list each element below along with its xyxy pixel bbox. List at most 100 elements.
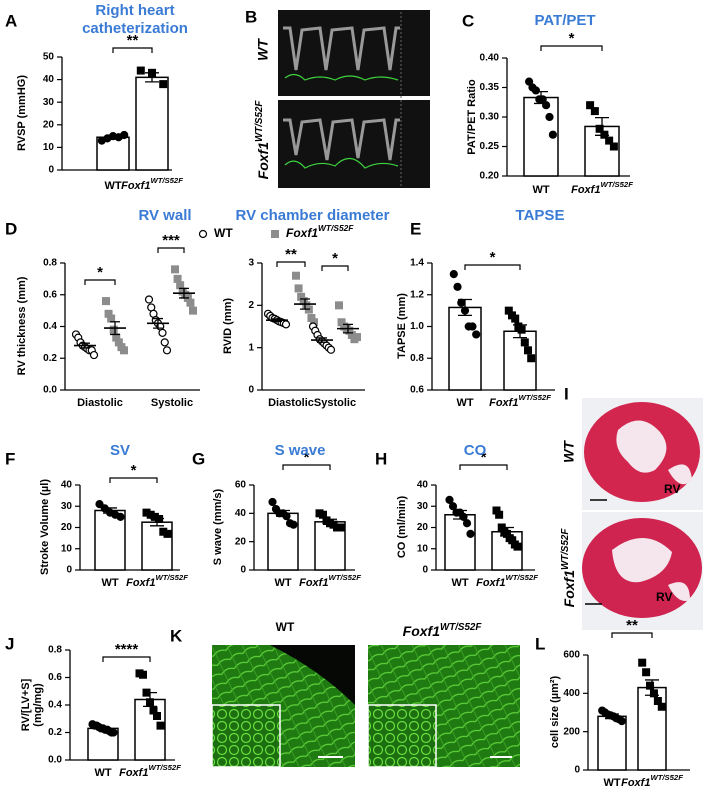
data-point xyxy=(95,500,104,509)
data-point xyxy=(638,658,647,667)
data-point xyxy=(353,333,361,342)
x-tick-label: Foxf1WT/S52F xyxy=(621,773,683,789)
data-point xyxy=(449,270,458,279)
significance-bracket xyxy=(464,264,521,270)
y-tick-label: 0.6 xyxy=(43,289,57,300)
data-point xyxy=(590,107,599,116)
data-point xyxy=(289,520,298,529)
y-axis-label: RV/[LV+S] (mg/mg) xyxy=(20,678,44,732)
y-tick-label: 1 xyxy=(248,342,254,353)
data-point xyxy=(160,338,169,347)
y-tick-label: 0.4 xyxy=(48,700,62,711)
data-point xyxy=(294,284,303,293)
y-axis-label: RVSP (mmHG) xyxy=(16,74,28,152)
y-tick-label: 0 xyxy=(248,385,254,396)
error-bar xyxy=(103,507,117,514)
image-label: Foxf1WT/S52F xyxy=(254,100,271,180)
panel-letter: B xyxy=(245,7,257,26)
x-tick-label: Foxf1WT/S52F xyxy=(476,573,538,589)
x-tick-label: Foxf1WT/S52F xyxy=(299,573,361,589)
panel-letter: A xyxy=(5,11,17,30)
y-axis-label: RVID (mm) xyxy=(222,297,234,355)
y-tick-label: 0.30 xyxy=(480,112,500,123)
y-tick-label: 0.8 xyxy=(43,258,57,269)
data-point xyxy=(162,346,172,355)
error-bar xyxy=(150,517,164,527)
y-tick-label: 0.0 xyxy=(43,385,57,396)
data-point xyxy=(336,523,345,532)
y-tick-label: 1.2 xyxy=(410,289,424,300)
y-tick-label: 40 xyxy=(61,480,73,491)
significance-bracket xyxy=(157,247,185,253)
data-point xyxy=(466,529,475,538)
legend-marker xyxy=(271,230,279,238)
data-point xyxy=(158,328,167,337)
error-bar xyxy=(272,318,282,323)
chart-title: S wave xyxy=(274,442,326,459)
significance-bracket xyxy=(540,45,603,51)
data-point xyxy=(144,295,154,304)
data-point xyxy=(472,330,481,339)
echo-image xyxy=(278,10,430,188)
error-bar xyxy=(645,679,659,696)
data-point xyxy=(513,542,522,551)
y-tick-label: 0 xyxy=(422,565,428,576)
data-point xyxy=(586,101,595,110)
y-tick-label: 10 xyxy=(61,543,73,554)
bar xyxy=(597,715,627,771)
x-tick-label: WT xyxy=(104,180,121,192)
y-tick-label: 0.2 xyxy=(48,727,62,738)
data-point xyxy=(335,301,343,310)
data-point xyxy=(120,346,128,355)
error-bar xyxy=(500,526,514,537)
data-point xyxy=(517,325,526,334)
panel-letter: L xyxy=(535,634,545,653)
data-point xyxy=(548,130,558,139)
error-bar xyxy=(276,509,290,517)
image-label: WT xyxy=(561,440,577,463)
significance-label: * xyxy=(131,462,137,479)
data-point xyxy=(448,502,458,511)
data-point xyxy=(107,314,116,323)
data-point xyxy=(268,497,277,507)
error-bar xyxy=(145,72,159,83)
data-point xyxy=(153,712,161,720)
significance-label: *** xyxy=(162,232,180,249)
y-tick-label: 0.35 xyxy=(480,82,500,93)
significance-bracket xyxy=(112,47,153,53)
x-tick-label: WT xyxy=(274,577,291,589)
bar xyxy=(448,306,482,391)
y-tick-label: 2 xyxy=(248,300,254,311)
significance-label: **** xyxy=(115,641,139,658)
y-axis-label: PAT/PET Ratio xyxy=(466,79,478,155)
x-tick-label: WT xyxy=(456,397,473,409)
error-bar xyxy=(513,324,527,339)
panel-letter: F xyxy=(5,449,15,468)
data-point xyxy=(617,717,626,726)
significance-bracket xyxy=(84,279,116,285)
error-bar xyxy=(323,518,337,526)
panel-letter: K xyxy=(170,626,183,645)
y-tick-label: 0.40 xyxy=(480,53,500,64)
data-point xyxy=(109,728,118,737)
region-label: RV xyxy=(656,590,672,604)
chart-title: CO xyxy=(463,442,487,459)
x-tick-label: Foxf1WT/S52F xyxy=(119,763,181,779)
data-point xyxy=(457,298,466,307)
data-point xyxy=(531,86,541,95)
legend-label: WT xyxy=(214,226,233,240)
tissue-image xyxy=(211,645,520,768)
y-tick-label: 400 xyxy=(563,688,580,699)
error-bar xyxy=(605,713,619,720)
chart-title: RV wall xyxy=(138,207,192,224)
y-tick-label: 0.0 xyxy=(48,755,62,766)
significance-label: ** xyxy=(127,32,139,49)
significance-bracket xyxy=(276,261,306,267)
bar xyxy=(141,521,173,571)
y-tick-label: 0 xyxy=(48,165,54,176)
y-tick-label: 30 xyxy=(61,501,73,512)
x-tick-label: WT xyxy=(532,184,549,196)
x-tick-label: WT xyxy=(603,777,620,789)
y-tick-label: 0.6 xyxy=(410,385,424,396)
